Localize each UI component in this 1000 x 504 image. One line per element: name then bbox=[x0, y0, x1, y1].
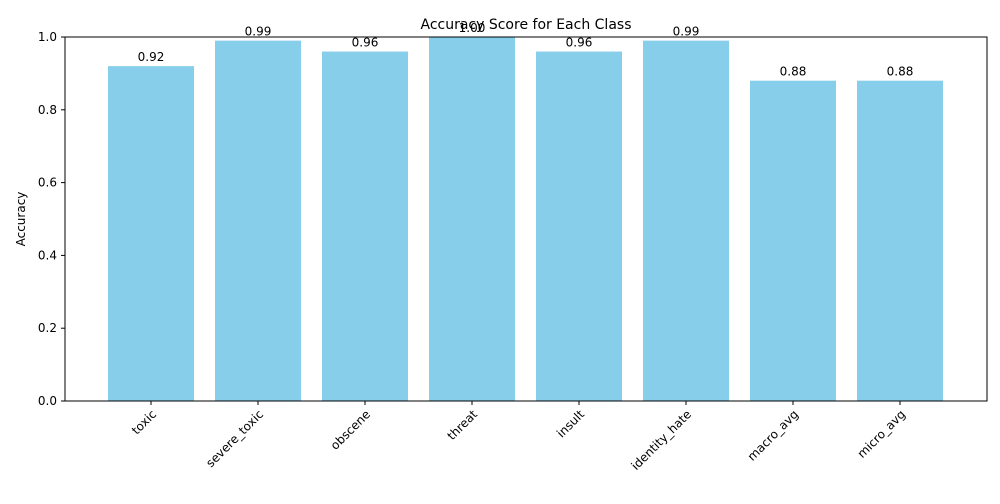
y-tick-label: 0.6 bbox=[38, 176, 57, 190]
bar-insult bbox=[536, 51, 622, 402]
value-label-obscene: 0.96 bbox=[352, 36, 379, 50]
y-tick-label: 0.0 bbox=[38, 394, 57, 408]
y-tick-label: 0.2 bbox=[38, 321, 57, 335]
bar-micro_avg bbox=[857, 80, 943, 402]
x-tick-label-micro_avg: micro_avg bbox=[855, 407, 909, 461]
x-tick-label-threat: threat bbox=[444, 407, 480, 443]
y-axis-label: Accuracy bbox=[14, 192, 28, 247]
y-tick-label: 0.8 bbox=[38, 103, 57, 117]
chart-title: Accuracy Score for Each Class bbox=[420, 17, 631, 33]
bar-threat bbox=[429, 37, 515, 401]
bar-identity_hate bbox=[643, 40, 729, 401]
y-axis-ticks: 0.0 0.2 0.4 0.6 0.8 1.0 bbox=[38, 30, 65, 408]
value-label-micro_avg: 0.88 bbox=[887, 65, 914, 79]
x-axis-ticks: toxic severe_toxic obscene threat insult iden… bbox=[129, 401, 908, 473]
bar-macro_avg bbox=[750, 80, 836, 402]
x-tick-label-toxic: toxic bbox=[129, 407, 159, 437]
y-tick-label: 1.0 bbox=[38, 30, 57, 44]
y-tick-label: 0.4 bbox=[38, 248, 57, 262]
x-tick-label-obscene: obscene bbox=[328, 407, 373, 452]
value-label-severe_toxic: 0.99 bbox=[245, 25, 272, 39]
x-tick-label-insult: insult bbox=[554, 407, 587, 440]
value-label-threat: 1.00 bbox=[459, 21, 486, 35]
bar-toxic bbox=[108, 66, 194, 402]
plot-frame bbox=[64, 36, 988, 402]
bar-obscene bbox=[322, 51, 408, 402]
x-tick-label-identity_hate: identity_hate bbox=[628, 407, 694, 473]
value-label-toxic: 0.92 bbox=[138, 50, 165, 64]
bars-group bbox=[108, 37, 943, 402]
value-label-identity_hate: 0.99 bbox=[673, 25, 700, 39]
value-label-insult: 0.96 bbox=[566, 36, 593, 50]
bar-severe_toxic bbox=[215, 40, 301, 401]
value-labels-group: 0.92 0.99 0.96 1.00 0.96 0.99 0.88 0.88 bbox=[138, 21, 914, 79]
value-label-macro_avg: 0.88 bbox=[780, 65, 807, 79]
x-tick-label-severe_toxic: severe_toxic bbox=[203, 407, 266, 470]
x-tick-label-macro_avg: macro_avg bbox=[745, 407, 801, 463]
